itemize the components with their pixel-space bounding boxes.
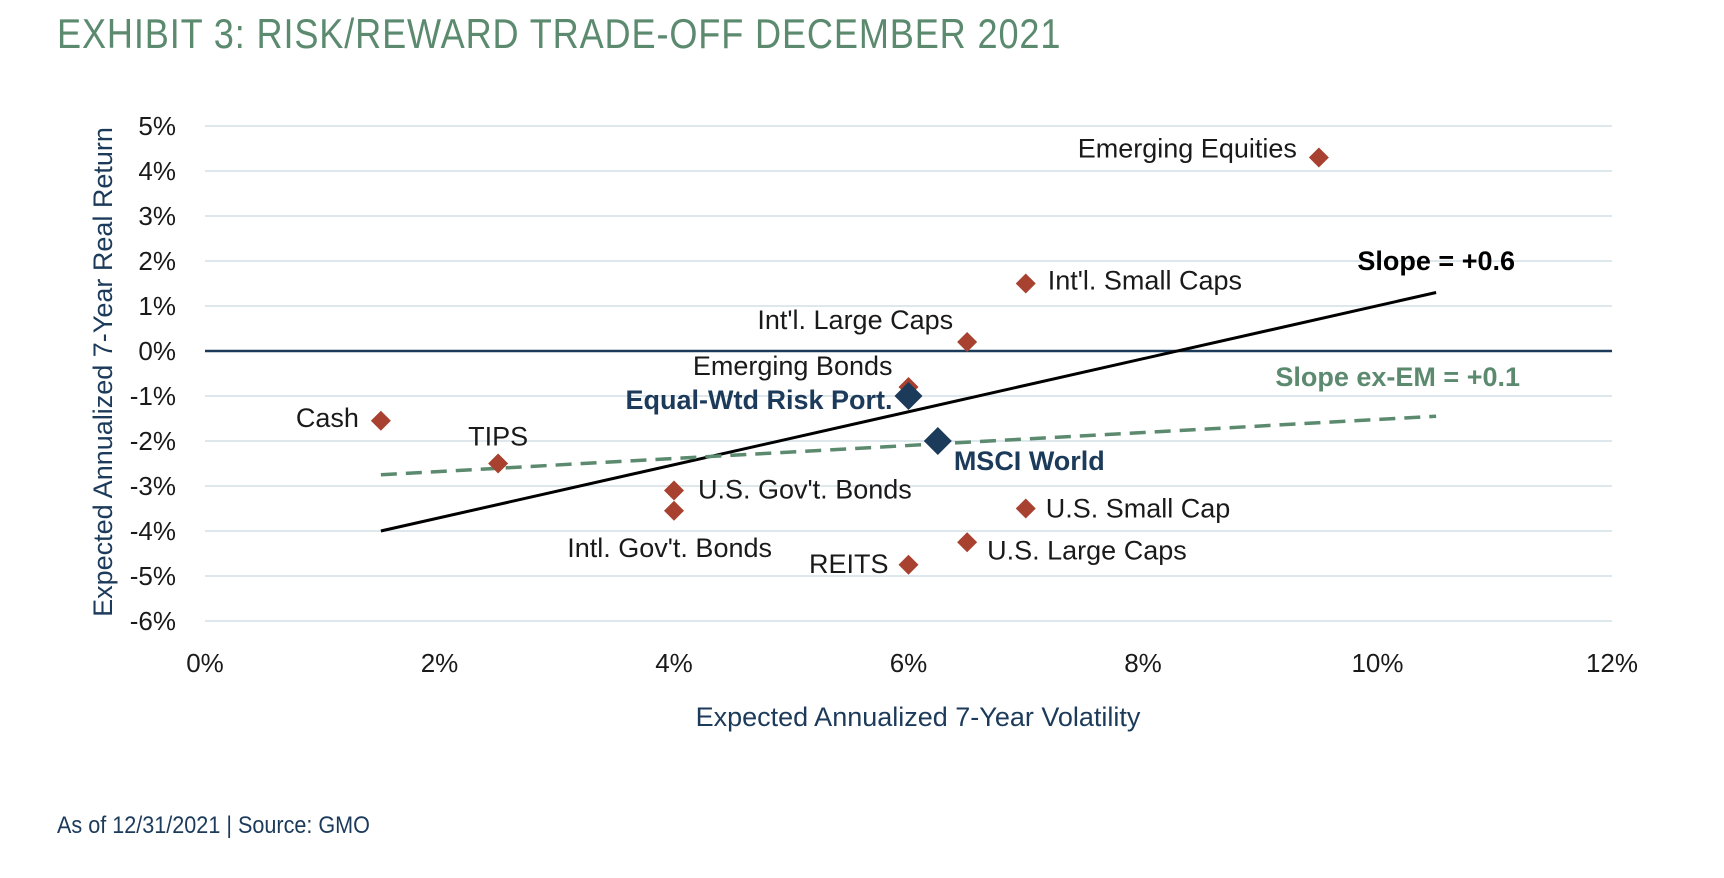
y-tick-label: 2%	[138, 246, 176, 276]
gridlines	[205, 125, 1612, 622]
x-tick-labels: 0% 2% 4% 6% 8% 10% 12%	[186, 648, 1638, 678]
point-label: Int'l. Small Caps	[1048, 266, 1242, 296]
point-label: Emerging Equities	[1078, 134, 1297, 164]
y-tick-label: -1%	[130, 381, 176, 411]
asset-point	[1015, 498, 1036, 519]
data-points	[370, 147, 1329, 575]
point-label: U.S. Large Caps	[987, 535, 1187, 565]
asset-point	[957, 532, 978, 553]
x-tick-label: 6%	[890, 648, 928, 678]
point-label: Intl. Gov't. Bonds	[567, 533, 772, 563]
slope-label: Slope = +0.6	[1357, 246, 1515, 276]
point-label: U.S. Gov't. Bonds	[698, 475, 912, 505]
asset-point	[957, 332, 978, 352]
asset-point	[664, 480, 684, 501]
point-label: REITS	[809, 549, 889, 579]
asset-point	[898, 554, 919, 575]
asset-point	[1308, 147, 1329, 168]
asset-point	[370, 410, 391, 431]
x-tick-label: 10%	[1351, 648, 1403, 678]
x-tick-label: 2%	[421, 648, 459, 678]
y-tick-label: -4%	[130, 516, 176, 546]
y-tick-label: 0%	[138, 336, 176, 366]
asset-point	[664, 500, 684, 521]
portfolio-point	[894, 382, 923, 410]
asset-point	[1015, 273, 1036, 294]
point-label: Cash	[296, 403, 359, 433]
point-label: Equal-Wtd Risk Port.	[625, 385, 892, 415]
point-label: MSCI World	[954, 446, 1105, 476]
y-tick-label: -5%	[130, 561, 176, 591]
x-tick-label: 0%	[186, 648, 224, 678]
source-footer: As of 12/31/2021 | Source: GMO	[57, 812, 370, 839]
x-tick-label: 4%	[655, 648, 693, 678]
slope-ex-em-line	[380, 414, 1437, 477]
slope-ex-em-label: Slope ex-EM = +0.1	[1275, 362, 1520, 392]
y-tick-label: 3%	[138, 201, 176, 231]
point-labels: Slope = +0.6 Slope ex-EM = +0.1 Emerging E…	[296, 134, 1520, 579]
y-tick-label: 1%	[138, 291, 176, 321]
y-axis-label: Expected Annualized 7-Year Real Return	[88, 127, 118, 617]
y-tick-label: -2%	[130, 426, 176, 456]
point-label: Emerging Bonds	[693, 351, 893, 381]
point-label: U.S. Small Cap	[1046, 494, 1231, 524]
asset-point	[488, 453, 509, 474]
x-tick-label: 8%	[1124, 648, 1162, 678]
point-label: Int'l. Large Caps	[757, 305, 953, 335]
y-tick-label: 4%	[138, 156, 176, 186]
portfolio-point	[923, 427, 952, 455]
y-tick-label: -3%	[130, 471, 176, 501]
chart-title: EXHIBIT 3: RISK/REWARD TRADE-OFF DECEMBE…	[57, 10, 1062, 57]
x-axis-label: Expected Annualized 7-Year Volatility	[696, 702, 1141, 732]
slope-line	[380, 291, 1437, 533]
x-tick-label: 12%	[1586, 648, 1638, 678]
y-tick-labels: 5% 4% 3% 2% 1% 0% -1% -2% -3% -4% -5% -6%	[130, 111, 176, 636]
trend-lines	[380, 291, 1437, 533]
point-label: TIPS	[468, 422, 528, 452]
y-tick-label: -6%	[130, 606, 176, 636]
y-tick-label: 5%	[138, 111, 176, 141]
